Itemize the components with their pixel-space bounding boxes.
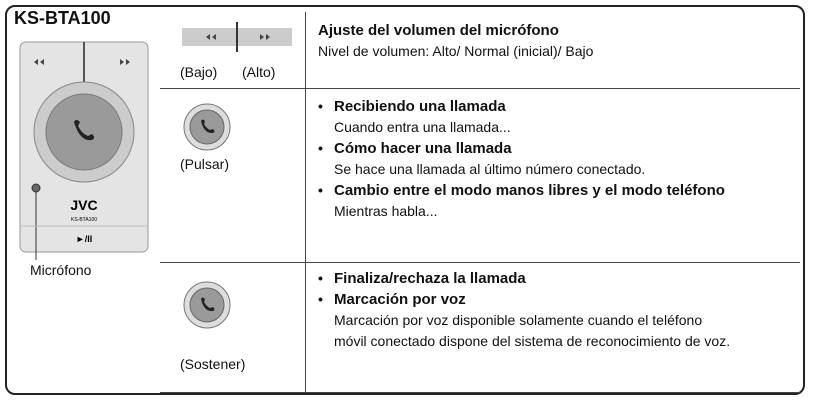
item: Recibiendo una llamada Cuando entra una l… (318, 96, 725, 138)
icon-cell: (Sostener) (160, 262, 306, 392)
knob-icon (183, 281, 231, 329)
table-row: (Bajo) (Alto) Ajuste del volumen del micró… (160, 12, 800, 89)
item: Cómo hacer una llamada Se hace una llamad… (318, 138, 725, 180)
frame (5, 5, 805, 395)
text-cell: Ajuste del volumen del micrófono Nivel de… (318, 20, 593, 62)
text-cell: Finaliza/rechaza la llamada Marcación por… (318, 268, 730, 352)
brand: JVC (70, 197, 97, 213)
item-heading: Ajuste del volumen del micrófono (318, 22, 559, 39)
item-heading: Finaliza/rechaza la llamada (334, 270, 526, 287)
icon-label: (Alto) (242, 64, 276, 80)
icon-label: (Bajo) (180, 64, 218, 80)
text-cell: Recibiendo una llamada Cuando entra una l… (318, 96, 725, 222)
item: Ajuste del volumen del micrófono Nivel de… (318, 20, 593, 62)
item-text: Se hace una llamada al último número con… (334, 161, 646, 177)
item-text: móvil conectado dispone del sistema de r… (334, 333, 731, 349)
icon-label: (Pulsar) (180, 156, 230, 172)
item-text: Cuando entra una llamada... (334, 119, 511, 135)
icon-cell: (Pulsar) (160, 88, 306, 262)
item-text: Nivel de volumen: Alto/ Normal (inicial)… (318, 43, 594, 59)
knob-icon (183, 103, 231, 151)
item-heading: Recibiendo una llamada (334, 98, 506, 115)
icon-cell: (Bajo) (Alto) (160, 12, 306, 88)
device: JVC KS-BTA100 ►/II (19, 41, 149, 260)
panel-title: KS-BTA100 (14, 8, 111, 28)
item-heading: Marcación por voz (334, 291, 466, 308)
table-row: (Pulsar) Recibiendo una llamada Cuando ent… (160, 88, 800, 263)
item: Finaliza/rechaza la llamada (318, 268, 730, 289)
item-heading: Cambio entre el modo manos libres y el m… (334, 182, 725, 199)
item: Marcación por voz Marcación por voz dispo… (318, 289, 730, 352)
item-text: Marcación por voz disponible solamente c… (334, 312, 703, 328)
model: KS-BTA100 (71, 217, 97, 223)
play-label: ►/II (76, 234, 92, 244)
item-text: Mientras habla... (334, 203, 438, 219)
mic-label: Micrófono (30, 262, 92, 278)
table-row: (Sostener) Finaliza/rechaza la llamada Mar… (160, 262, 800, 393)
icon-label: (Sostener) (180, 356, 246, 372)
button-icon (182, 22, 292, 52)
item-heading: Cómo hacer una llamada (334, 140, 512, 157)
item: Cambio entre el modo manos libres y el m… (318, 180, 725, 222)
